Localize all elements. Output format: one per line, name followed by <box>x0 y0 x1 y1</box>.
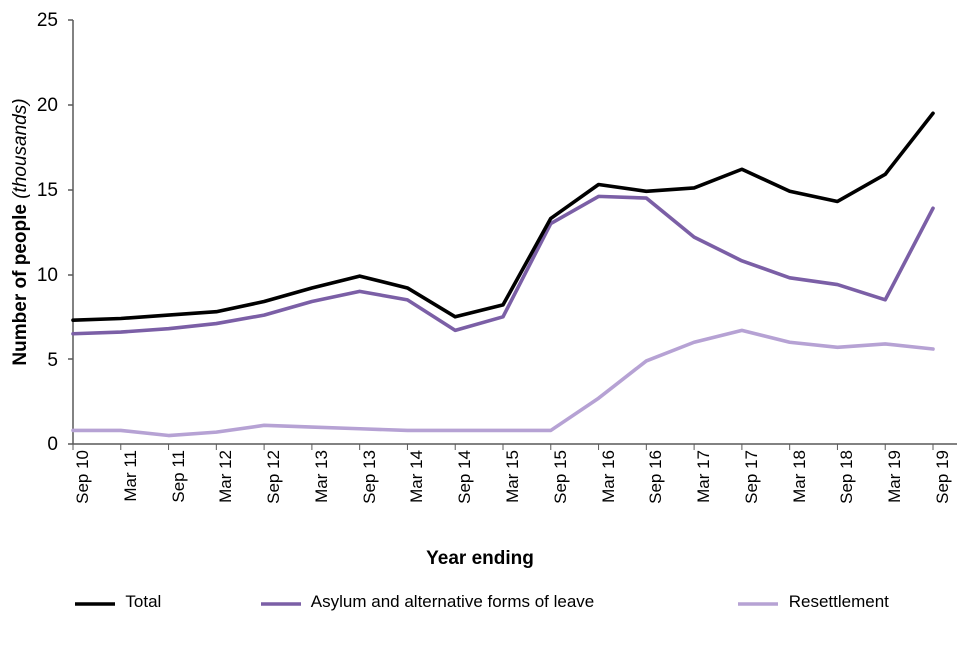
svg-text:20: 20 <box>37 95 58 116</box>
svg-text:25: 25 <box>37 10 58 31</box>
svg-text:5: 5 <box>47 350 58 371</box>
svg-text:15: 15 <box>37 180 58 201</box>
svg-text:10: 10 <box>37 265 58 286</box>
